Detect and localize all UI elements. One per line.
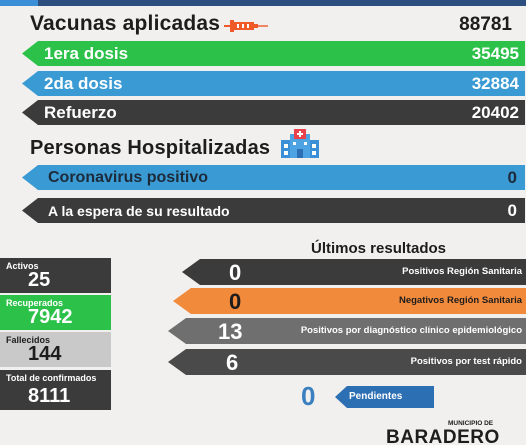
- top-accent-tab: [0, 0, 38, 6]
- resultado-value: 0: [229, 260, 242, 285]
- resultado-label: Negativos Región Sanitaria: [398, 295, 522, 306]
- hospitalizadas-row-espera: A la espera de su resultado 0: [22, 198, 525, 223]
- pendientes-bar: Pendientes: [335, 386, 434, 408]
- vacunas-row-value: 35495: [471, 43, 519, 63]
- resultado-value: 6: [226, 350, 239, 375]
- stat-fallecidos: Fallecidos 144: [0, 332, 111, 367]
- vacunas-row-label: 2da dosis: [44, 73, 123, 93]
- resultado-row-negativos-region: 0 Negativos Región Sanitaria: [173, 288, 526, 314]
- hospitalizadas-row-value: 0: [507, 200, 517, 220]
- vacunas-row-value: 32884: [471, 73, 519, 93]
- vacunas-row-refuerzo: Refuerzo 20402: [22, 100, 525, 125]
- syringe-icon: [224, 20, 268, 32]
- hospitalizadas-row-positivo: Coronavirus positivo 0: [22, 165, 525, 190]
- vacunas-title: Vacunas aplicadas: [30, 12, 221, 35]
- resultado-value: 13: [218, 319, 243, 344]
- hospitalizadas-row-label: A la espera de su resultado: [48, 202, 230, 219]
- resultado-label: Positivos por test rápido: [410, 356, 522, 367]
- stat-recuperados: Recuperados 7942: [0, 295, 111, 330]
- resultado-label: Positivos por diagnóstico clínico epidem…: [300, 325, 522, 336]
- resultados-title: Últimos resultados: [311, 240, 447, 257]
- footer-ciudad: BARADERO: [386, 427, 500, 445]
- stat-label: Activos: [6, 261, 39, 271]
- resultado-label: Positivos Región Sanitaria: [402, 266, 522, 277]
- top-strip: [0, 0, 526, 6]
- stat-label: Recuperados: [6, 298, 64, 308]
- pendientes-label: Pendientes: [349, 391, 403, 402]
- vacunas-row-1era-dosis: 1era dosis 35495: [22, 41, 525, 66]
- stat-label: Fallecidos: [6, 335, 51, 345]
- pendientes-value: 0: [301, 381, 316, 411]
- vacunas-row-label: Refuerzo: [44, 102, 117, 122]
- stat-value: 25: [28, 269, 51, 291]
- resultado-value: 0: [229, 289, 242, 314]
- hospital-icon: [281, 129, 319, 158]
- vacunas-row-2da-dosis: 2da dosis 32884: [22, 71, 525, 96]
- stat-value: 144: [28, 343, 62, 365]
- stat-value: 8111: [28, 385, 71, 407]
- resultado-row-clinico: 13 Positivos por diagnóstico clínico epi…: [168, 318, 526, 344]
- stat-activos: Activos 25: [0, 258, 111, 293]
- hospitalizadas-row-value: 0: [507, 167, 517, 187]
- footer-municipio: MUNICIPIO DE: [448, 420, 494, 427]
- resultado-row-positivos-region: 0 Positivos Región Sanitaria: [182, 259, 526, 285]
- vacunas-row-value: 20402: [471, 102, 519, 122]
- hospitalizadas-title: Personas Hospitalizadas: [30, 137, 271, 159]
- stat-value: 7942: [28, 306, 73, 328]
- stat-total-confirmados: Total de confirmados 8111: [0, 370, 111, 410]
- stat-label: Total de confirmados: [6, 373, 97, 383]
- hospitalizadas-row-label: Coronavirus positivo: [48, 168, 209, 186]
- vacunas-row-label: 1era dosis: [44, 43, 129, 63]
- vacunas-total: 88781: [459, 14, 512, 35]
- resultado-row-test-rapido: 6 Positivos por test rápido: [168, 349, 526, 375]
